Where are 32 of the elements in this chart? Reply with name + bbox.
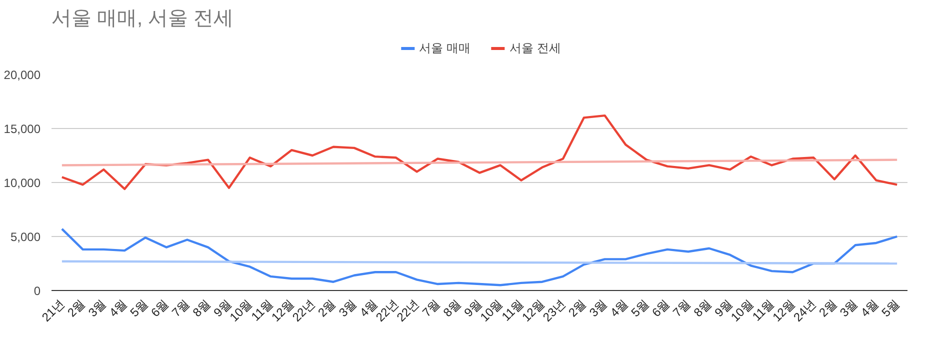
- line-series: [60, 228, 898, 286]
- x-tick-label: 4월: [858, 296, 882, 320]
- x-tick-label: 3월: [336, 296, 360, 320]
- x-tick-label: 2월: [566, 296, 589, 320]
- y-tick-label: 10,000: [4, 176, 41, 190]
- x-tick-label: 4월: [607, 296, 631, 320]
- x-tick-label: 2월: [816, 296, 840, 320]
- x-tick-label: 8월: [691, 296, 714, 320]
- x-tick-label: 5월: [127, 296, 150, 320]
- x-tick-label: 8월: [440, 296, 464, 320]
- x-tick-label: 5월: [628, 296, 652, 320]
- x-tick-label: 8월: [190, 296, 214, 320]
- x-tick-label: 7월: [420, 296, 443, 320]
- x-tick-label: 3월: [586, 296, 610, 320]
- y-tick-label: 0: [34, 284, 41, 298]
- legend-label: 서울 매매: [419, 40, 470, 56]
- x-tick-label: 4월: [106, 296, 130, 320]
- y-tick-label: 15,000: [4, 122, 41, 136]
- x-tick-label: 6월: [649, 296, 672, 320]
- x-tick-label: 3월: [86, 296, 109, 320]
- x-tick-label: 2월: [315, 296, 338, 320]
- y-tick-label: 20,000: [4, 68, 41, 82]
- chart-title: 서울 매매, 서울 전세: [52, 8, 234, 30]
- x-tick-label: 6월: [148, 296, 172, 320]
- x-tick-label: 2월: [64, 296, 88, 320]
- x-tick-label: 7월: [169, 296, 192, 320]
- x-tick-label: 3월: [837, 296, 860, 320]
- legend-label: 서울 전세: [510, 40, 561, 56]
- line-series: [60, 114, 898, 190]
- y-tick-label: 5,000: [10, 230, 41, 244]
- x-tick-label: 5월: [878, 296, 902, 320]
- x-tick-label: 7월: [670, 296, 694, 320]
